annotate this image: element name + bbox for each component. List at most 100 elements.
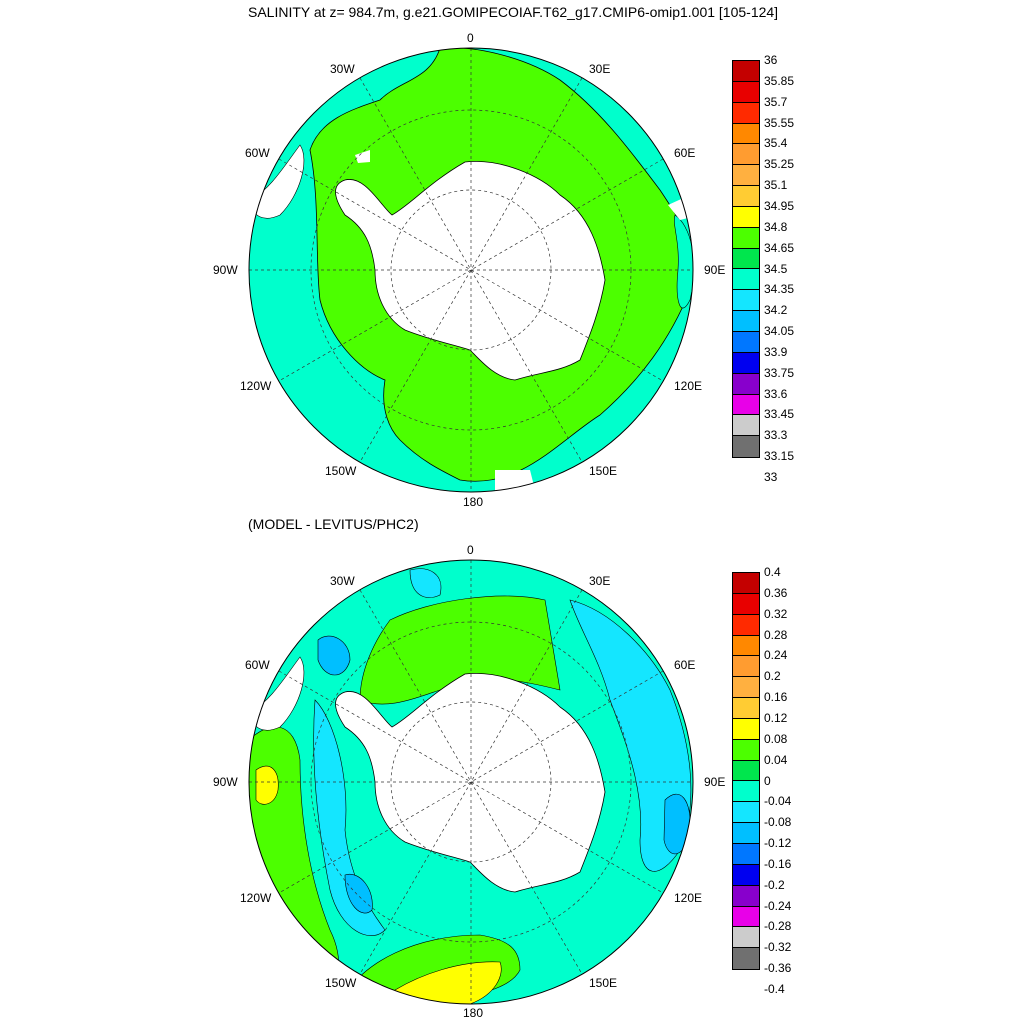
bottom-colorbar-swatch [733,760,759,782]
top-colorbar-label: 33.45 [764,407,795,422]
top-colorbar-swatch [733,144,759,166]
top-colorbar-label: 36 [764,53,778,67]
top-colorbar-swatch [733,290,759,312]
bottom-map-yellow-west [255,765,279,805]
bottom-map-lightblue-west [313,699,386,936]
top-colorbar-swatch [733,81,759,103]
top-colorbar-label: 34.65 [764,240,795,255]
bottom-colorbar-swatch [733,573,759,594]
bottom-colorbar-label: -0.16 [764,856,792,871]
bottom-colorbar-swatch [733,614,759,636]
bottom-map-lightblue-north [409,568,442,598]
top-colorbar-swatch [733,206,759,228]
bottom-lon-label-90e: 90E [704,775,726,789]
top-lon-label-90e: 90E [704,263,726,277]
top-colorbar-label: 34.5 [764,261,788,276]
top-colorbar-label: 33.6 [764,386,788,401]
bottom-colorbar-swatch [733,739,759,761]
bottom-map-lightblue-east [569,599,692,872]
top-colorbar-label: 35.7 [764,94,788,109]
bottom-colorbar-swatch [733,677,759,699]
top-colorbar-label: 35.25 [764,157,795,172]
top-colorbar-swatch [733,61,759,82]
bottom-colorbar-label: -0.24 [764,898,792,913]
bottom-lon-label-60e: 60E [674,658,696,672]
top-colorbar-swatch [733,186,759,207]
bottom-map-south-america [249,656,305,731]
top-lon-label-150w: 150W [325,464,357,478]
bottom-colorbar-label: -0.04 [764,794,792,809]
bottom-colorbar-label: -0.36 [764,961,792,976]
bottom-colorbar-swatch [733,843,759,865]
top-colorbar-swatch [733,415,759,437]
bottom-colorbar-label: 0.12 [764,710,788,725]
bottom-colorbar-swatch [733,718,759,740]
bottom-lon-label-180: 180 [463,1006,484,1020]
bottom-colorbar-swatch [733,698,759,719]
top-lon-label-0: 0 [467,31,474,45]
top-map-south-america [249,144,305,219]
top-lon-label-30w: 30W [330,62,355,76]
top-lon-label-120w: 120W [240,379,272,393]
top-colorbar-swatch [733,373,759,395]
bottom-colorbar-swatch [733,781,759,803]
top-map-white-patch-small [355,150,370,163]
top-lon-label-60e: 60E [674,146,696,160]
bottom-map-title: (MODEL - LEVITUS/PHC2) [248,516,419,532]
top-lon-label-180: 180 [463,495,484,509]
top-colorbar-swatch [733,352,759,374]
bottom-colorbar-swatch [733,802,759,824]
bottom-lon-label-60w: 60W [245,658,270,672]
bottom-colorbar-swatch [733,927,759,949]
bottom-colorbar-label: -0.08 [764,815,792,830]
top-colorbar-label: 35.4 [764,136,788,151]
top-colorbar-swatch [733,394,759,416]
top-colorbar-label: 33 [764,470,778,484]
top-lon-label-120e: 120E [674,379,703,393]
bottom-lon-label-90w: 90W [213,775,238,789]
bottom-colorbar-label: -0.4 [764,982,785,996]
top-lon-label-30e: 30E [589,62,611,76]
bottom-colorbar-label: 0.28 [764,627,788,642]
bottom-map-sky-west [344,873,373,914]
top-lon-label-60w: 60W [245,146,270,160]
bottom-colorbar-label: 0.32 [764,606,788,621]
bottom-colorbar-swatch [733,823,759,844]
bottom-colorbar-swatch [733,906,759,928]
top-colorbar-label: 34.05 [764,324,795,339]
bottom-lon-label-120w: 120W [240,891,272,905]
top-colorbar-label: 33.9 [764,344,788,359]
top-colorbar-label: 34.95 [764,198,795,213]
bottom-map-border [248,559,694,1005]
bottom-lon-label-30w: 30W [330,574,355,588]
top-colorbar-swatch [733,436,759,458]
bottom-colorbar-label: 0.2 [764,669,781,684]
top-colorbar-swatch [733,248,759,270]
top-colorbar-label: 35.85 [764,73,795,88]
bottom-colorbar-label: -0.32 [764,940,792,955]
top-map-white-patch-south [495,470,535,492]
bottom-colorbar-label: -0.28 [764,919,792,934]
bottom-colorbar-label: 0.4 [764,565,781,579]
top-colorbar-label: 35.55 [764,115,795,130]
top-colorbar-swatch [733,123,759,145]
top-map-border [248,47,694,493]
bottom-colorbar-label: 0.04 [764,752,788,767]
bottom-colorbar-swatch [733,864,759,886]
bottom-colorbar [732,572,760,971]
top-colorbar-label: 34.2 [764,303,788,318]
bottom-colorbar-label: 0.16 [764,690,788,705]
bottom-colorbar-swatch [733,656,759,678]
bottom-lon-label-120e: 120E [674,891,703,905]
bottom-colorbar-swatch [733,593,759,615]
top-colorbar-swatch [733,269,759,291]
bottom-map-sky-east [663,793,691,855]
bottom-colorbar-label: 0.36 [764,585,788,600]
bottom-map-graticule [249,560,693,1004]
bottom-colorbar-swatch [733,885,759,907]
top-colorbar [732,60,760,459]
bottom-colorbar-swatch [733,635,759,657]
top-colorbar-swatch [733,227,759,249]
top-colorbar-swatch [733,102,759,124]
